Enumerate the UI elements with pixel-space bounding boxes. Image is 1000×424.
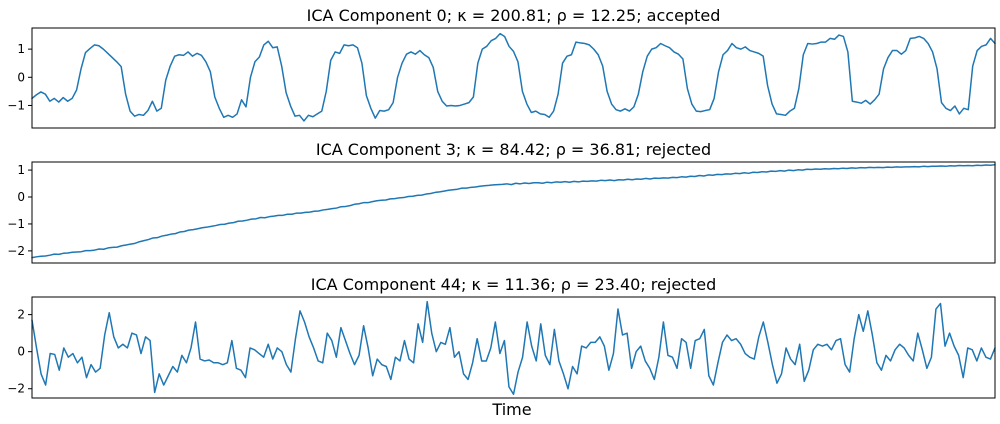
y-tick-label-0-0: −1 — [7, 98, 25, 112]
y-tick-label-1-3: 1 — [17, 163, 25, 177]
y-tick-label-2-2: 2 — [17, 308, 25, 322]
plot-frame-2 — [31, 296, 996, 399]
series-line-0 — [31, 32, 996, 122]
panel-title-1: ICA Component 3; κ = 84.42; ρ = 36.81; r… — [316, 140, 711, 159]
series-line-2 — [31, 300, 996, 396]
panel-title-0: ICA Component 0; κ = 200.81; ρ = 12.25; … — [307, 6, 721, 25]
panel-1: ICA Component 3; κ = 84.42; ρ = 36.81; r… — [7, 140, 996, 264]
panel-0: ICA Component 0; κ = 200.81; ρ = 12.25; … — [7, 6, 996, 129]
plot-frame-1 — [31, 161, 996, 264]
panel-title-2: ICA Component 44; κ = 11.36; ρ = 23.40; … — [311, 275, 716, 294]
x-axis-label: Time — [491, 400, 531, 419]
plot-frame-0 — [31, 27, 996, 129]
y-tick-label-1-1: −1 — [7, 217, 25, 231]
y-tick-label-2-1: 0 — [17, 345, 25, 359]
panel-2: ICA Component 44; κ = 11.36; ρ = 23.40; … — [7, 275, 996, 399]
y-tick-label-1-0: −2 — [7, 244, 25, 258]
y-tick-label-0-1: 0 — [17, 70, 25, 84]
y-tick-label-0-2: 1 — [17, 42, 25, 56]
y-tick-label-1-2: 0 — [17, 190, 25, 204]
y-tick-label-2-0: −2 — [7, 382, 25, 396]
series-line-1 — [31, 163, 996, 259]
